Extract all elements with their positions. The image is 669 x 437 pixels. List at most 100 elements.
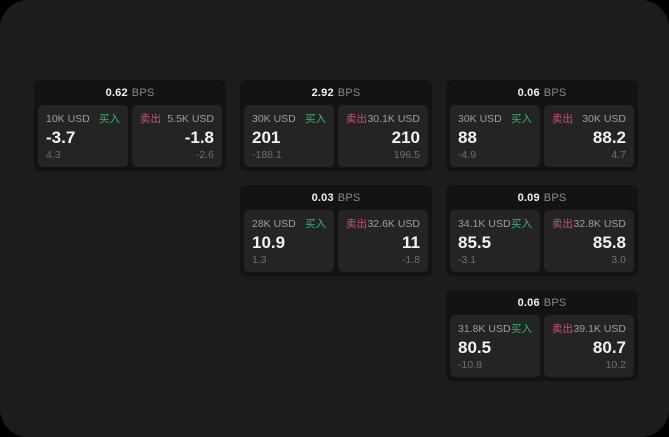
buy-price: 85.5 bbox=[458, 233, 492, 252]
quote-card: 0.62 BPS 10K USD 买入 -3.7 4.3 卖出 5.5K USD bbox=[34, 80, 226, 171]
buy-notional: 28K USD bbox=[252, 217, 296, 230]
card-header: 0.09 BPS bbox=[446, 185, 638, 210]
buy-sub-value: -10.8 bbox=[458, 359, 482, 371]
sell-side-label: 卖出 bbox=[552, 323, 573, 335]
sell-notional: 30.1K USD bbox=[367, 112, 420, 125]
sell-panel-top: 卖出 32.8K USD bbox=[552, 216, 626, 231]
buy-panel-top: 30K USD 买入 bbox=[252, 111, 326, 126]
sell-panel-top: 卖出 32.6K USD bbox=[346, 216, 420, 231]
sell-notional: 39.1K USD bbox=[573, 322, 626, 335]
buy-price: 88 bbox=[458, 128, 477, 147]
buy-side-label: 买入 bbox=[511, 323, 532, 335]
sell-notional: 30K USD bbox=[582, 112, 626, 125]
card-header: 0.06 BPS bbox=[446, 80, 638, 105]
sell-price: -1.8 bbox=[184, 128, 214, 147]
sell-side-label: 卖出 bbox=[346, 218, 367, 230]
quote-card: 0.09 BPS 34.1K USD 买入 85.5 -3.1 卖出 32.8K… bbox=[446, 185, 638, 276]
sell-price: 88.2 bbox=[592, 128, 626, 147]
sell-panel[interactable]: 卖出 39.1K USD 80.7 10.2 bbox=[544, 315, 634, 377]
sell-sub-value: 4.7 bbox=[611, 149, 626, 161]
bps-value: 2.92 bbox=[311, 86, 334, 99]
buy-sub-value: 4.3 bbox=[46, 149, 61, 161]
card-header: 0.62 BPS bbox=[34, 80, 226, 105]
sell-side-label: 卖出 bbox=[346, 113, 367, 125]
buy-notional: 30K USD bbox=[252, 112, 296, 125]
sell-side-label: 卖出 bbox=[552, 113, 573, 125]
buy-price: 80.5 bbox=[458, 338, 492, 357]
buy-side-label: 买入 bbox=[99, 113, 120, 125]
quote-card: 0.06 BPS 31.8K USD 买入 80.5 -10.8 卖出 39.1… bbox=[446, 290, 638, 381]
bps-value: 0.06 bbox=[517, 296, 540, 309]
buy-sub-value: -3.1 bbox=[458, 254, 477, 266]
buy-panel[interactable]: 28K USD 买入 10.9 1.3 bbox=[244, 210, 334, 272]
panels-row: 30K USD 买入 201 -188.1 卖出 30.1K USD 210 1… bbox=[240, 105, 432, 171]
buy-sub-value: -4.9 bbox=[458, 149, 477, 161]
bps-value: 0.03 bbox=[311, 191, 334, 204]
card-header: 0.03 BPS bbox=[240, 185, 432, 210]
buy-side-label: 买入 bbox=[305, 218, 326, 230]
bps-unit-label: BPS bbox=[543, 296, 567, 309]
buy-price: 201 bbox=[252, 128, 281, 147]
sell-sub-value: 3.0 bbox=[611, 254, 626, 266]
buy-panel-top: 10K USD 买入 bbox=[46, 111, 120, 126]
buy-price: 10.9 bbox=[252, 233, 286, 252]
buy-panel-top: 31.8K USD 买入 bbox=[458, 321, 532, 336]
sell-sub-value: 196.5 bbox=[393, 149, 420, 161]
card-header: 0.06 BPS bbox=[446, 290, 638, 315]
quote-card: 0.06 BPS 30K USD 买入 88 -4.9 卖出 30K USD bbox=[446, 80, 638, 171]
sell-sub-value: -1.8 bbox=[401, 254, 420, 266]
buy-panel[interactable]: 31.8K USD 买入 80.5 -10.8 bbox=[450, 315, 540, 377]
sell-price: 210 bbox=[391, 128, 420, 147]
bps-unit-label: BPS bbox=[337, 86, 361, 99]
panels-row: 31.8K USD 买入 80.5 -10.8 卖出 39.1K USD 80.… bbox=[446, 315, 638, 381]
buy-panel-top: 30K USD 买入 bbox=[458, 111, 532, 126]
sell-notional: 32.8K USD bbox=[573, 217, 626, 230]
bps-unit-label: BPS bbox=[337, 191, 361, 204]
quote-card: 0.03 BPS 28K USD 买入 10.9 1.3 卖出 32.6K US… bbox=[240, 185, 432, 276]
buy-panel[interactable]: 10K USD 买入 -3.7 4.3 bbox=[38, 105, 128, 167]
buy-panel[interactable]: 30K USD 买入 88 -4.9 bbox=[450, 105, 540, 167]
panels-row: 10K USD 买入 -3.7 4.3 卖出 5.5K USD -1.8 -2.… bbox=[34, 105, 226, 171]
quote-card: 2.92 BPS 30K USD 买入 201 -188.1 卖出 30.1K … bbox=[240, 80, 432, 171]
bps-value: 0.62 bbox=[105, 86, 128, 99]
buy-notional: 31.8K USD bbox=[458, 322, 511, 335]
sell-side-label: 卖出 bbox=[552, 218, 573, 230]
sell-sub-value: -2.6 bbox=[195, 149, 214, 161]
card-header: 2.92 BPS bbox=[240, 80, 432, 105]
sell-notional: 5.5K USD bbox=[167, 112, 214, 125]
sell-panel-top: 卖出 39.1K USD bbox=[552, 321, 626, 336]
quote-card-grid: 0.62 BPS 10K USD 买入 -3.7 4.3 卖出 5.5K USD bbox=[34, 80, 638, 381]
sell-side-label: 卖出 bbox=[140, 113, 161, 125]
sell-panel[interactable]: 卖出 32.8K USD 85.8 3.0 bbox=[544, 210, 634, 272]
buy-panel[interactable]: 34.1K USD 买入 85.5 -3.1 bbox=[450, 210, 540, 272]
buy-panel-top: 34.1K USD 买入 bbox=[458, 216, 532, 231]
panels-row: 34.1K USD 买入 85.5 -3.1 卖出 32.8K USD 85.8… bbox=[446, 210, 638, 276]
panels-row: 30K USD 买入 88 -4.9 卖出 30K USD 88.2 4.7 bbox=[446, 105, 638, 171]
bps-unit-label: BPS bbox=[543, 191, 567, 204]
bps-unit-label: BPS bbox=[131, 86, 155, 99]
buy-price: -3.7 bbox=[46, 128, 76, 147]
buy-notional: 34.1K USD bbox=[458, 217, 511, 230]
sell-price: 85.8 bbox=[592, 233, 626, 252]
sell-notional: 32.6K USD bbox=[367, 217, 420, 230]
buy-panel-top: 28K USD 买入 bbox=[252, 216, 326, 231]
sell-panel-top: 卖出 30.1K USD bbox=[346, 111, 420, 126]
sell-panel[interactable]: 卖出 5.5K USD -1.8 -2.6 bbox=[132, 105, 222, 167]
buy-side-label: 买入 bbox=[305, 113, 326, 125]
buy-sub-value: -188.1 bbox=[252, 149, 282, 161]
buy-side-label: 买入 bbox=[511, 113, 532, 125]
buy-notional: 30K USD bbox=[458, 112, 502, 125]
sell-panel-top: 卖出 5.5K USD bbox=[140, 111, 214, 126]
buy-side-label: 买入 bbox=[511, 218, 532, 230]
sell-panel[interactable]: 卖出 30K USD 88.2 4.7 bbox=[544, 105, 634, 167]
sell-panel[interactable]: 卖出 30.1K USD 210 196.5 bbox=[338, 105, 428, 167]
buy-panel[interactable]: 30K USD 买入 201 -188.1 bbox=[244, 105, 334, 167]
panels-row: 28K USD 买入 10.9 1.3 卖出 32.6K USD 11 -1.8 bbox=[240, 210, 432, 276]
bps-value: 0.06 bbox=[517, 86, 540, 99]
sell-panel[interactable]: 卖出 32.6K USD 11 -1.8 bbox=[338, 210, 428, 272]
buy-notional: 10K USD bbox=[46, 112, 90, 125]
bps-value: 0.09 bbox=[517, 191, 540, 204]
buy-sub-value: 1.3 bbox=[252, 254, 267, 266]
sell-price: 11 bbox=[402, 233, 420, 252]
